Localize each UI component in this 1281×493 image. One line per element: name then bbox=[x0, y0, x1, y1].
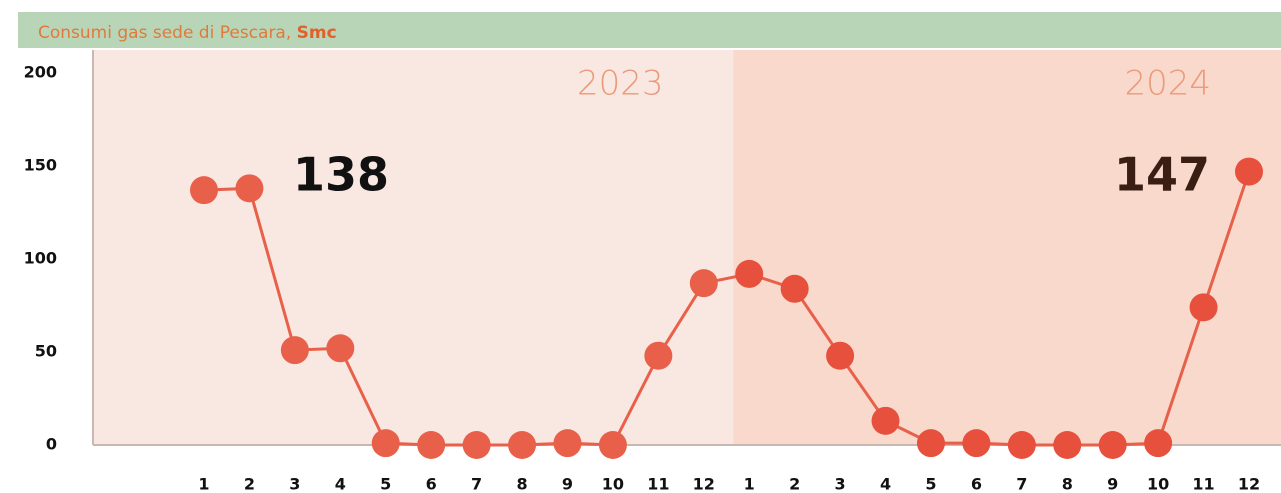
y-tick-label: 200 bbox=[24, 63, 57, 82]
data-point bbox=[417, 431, 446, 459]
x-tick-label: 6 bbox=[971, 475, 982, 493]
x-tick-label: 12 bbox=[1238, 475, 1260, 493]
data-point bbox=[689, 269, 718, 298]
data-point bbox=[326, 334, 355, 363]
region-label: 2023 bbox=[577, 64, 664, 104]
data-point bbox=[508, 431, 537, 459]
x-tick-label: 4 bbox=[880, 475, 891, 493]
data-point bbox=[190, 176, 218, 205]
data-point bbox=[280, 336, 309, 365]
x-tick-label: 10 bbox=[1147, 475, 1169, 493]
title-bar bbox=[18, 12, 1281, 48]
x-tick-label: 5 bbox=[380, 475, 391, 493]
region-band bbox=[733, 50, 1281, 445]
y-tick-label: 150 bbox=[24, 156, 57, 175]
data-point bbox=[962, 429, 991, 458]
x-tick-label: 3 bbox=[289, 475, 300, 493]
x-tick-label: 1 bbox=[744, 475, 755, 493]
data-point bbox=[1235, 157, 1263, 186]
value-label: 138 bbox=[293, 148, 389, 202]
data-point bbox=[826, 341, 855, 370]
value-label: 147 bbox=[1114, 148, 1210, 202]
chart-title: Consumi gas sede di Pescara, Smc bbox=[38, 23, 337, 43]
x-tick-label: 9 bbox=[1107, 475, 1118, 493]
x-tick-label: 8 bbox=[516, 475, 527, 493]
x-tick-label: 2 bbox=[244, 475, 255, 493]
y-tick-label: 0 bbox=[46, 435, 57, 454]
data-point bbox=[1098, 431, 1127, 459]
data-point bbox=[462, 431, 491, 459]
data-point bbox=[598, 431, 627, 459]
title-text: Consumi gas sede di Pescara, bbox=[38, 23, 297, 43]
x-tick-label: 11 bbox=[647, 475, 669, 493]
region-label: 2024 bbox=[1124, 64, 1211, 104]
data-point bbox=[235, 174, 264, 203]
data-point bbox=[644, 341, 673, 370]
x-tick-label: 7 bbox=[1016, 475, 1027, 493]
data-point bbox=[871, 406, 900, 435]
x-tick-label: 5 bbox=[925, 475, 936, 493]
data-point bbox=[735, 259, 764, 288]
x-tick-label: 4 bbox=[335, 475, 346, 493]
data-point bbox=[780, 274, 809, 303]
data-point bbox=[553, 429, 582, 458]
x-tick-label: 2 bbox=[789, 475, 800, 493]
x-tick-label: 7 bbox=[471, 475, 482, 493]
x-tick-label: 1 bbox=[198, 475, 209, 493]
data-point bbox=[1189, 293, 1218, 322]
data-point bbox=[1144, 429, 1173, 458]
y-tick-label: 100 bbox=[24, 249, 57, 268]
region-band bbox=[93, 50, 734, 445]
data-point bbox=[371, 429, 400, 458]
x-tick-label: 8 bbox=[1062, 475, 1073, 493]
data-point bbox=[916, 429, 945, 458]
data-point bbox=[1053, 431, 1082, 459]
x-tick-label: 11 bbox=[1192, 475, 1214, 493]
unit: Smc bbox=[297, 23, 337, 43]
x-tick-label: 10 bbox=[602, 475, 624, 493]
x-tick-label: 3 bbox=[835, 475, 846, 493]
y-tick-label: 50 bbox=[35, 342, 57, 361]
x-tick-label: 9 bbox=[562, 475, 573, 493]
x-tick-label: 12 bbox=[693, 475, 715, 493]
data-point bbox=[1007, 431, 1036, 459]
x-tick-label: 6 bbox=[426, 475, 437, 493]
